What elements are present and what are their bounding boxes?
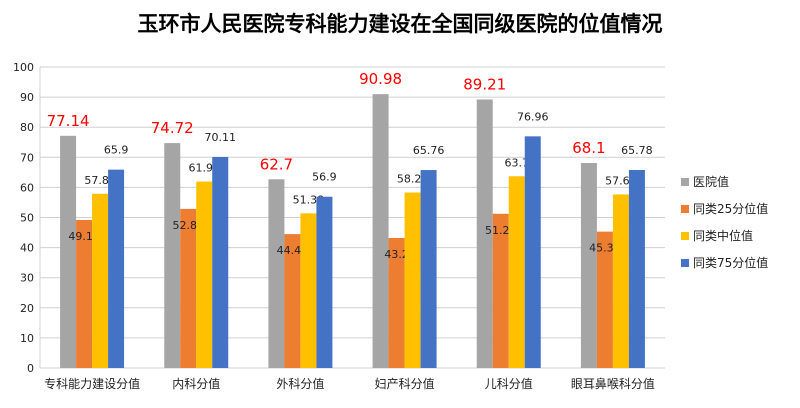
y-tick-label: 20 <box>20 302 34 315</box>
data-label: 76.96 <box>517 110 549 123</box>
bar-3 <box>92 193 109 368</box>
bar-4 <box>524 136 541 368</box>
bar-1 <box>60 135 77 368</box>
bar-3 <box>196 181 213 368</box>
bar-1 <box>476 99 493 368</box>
data-label: 52.86 <box>173 219 205 232</box>
y-tick-label: 10 <box>20 332 34 345</box>
data-label-hospital: 62.7 <box>260 155 293 173</box>
data-label: 56.9 <box>312 171 337 184</box>
y-tick-label: 60 <box>20 181 34 194</box>
bar-4 <box>316 196 333 368</box>
data-label: 57.88 <box>84 174 116 187</box>
bar-3 <box>508 176 525 368</box>
y-tick-label: 30 <box>20 272 34 285</box>
legend-swatch <box>681 232 689 240</box>
data-label: 65.78 <box>621 144 653 157</box>
data-label: 43.2 <box>384 248 409 261</box>
data-label: 45.31 <box>589 242 621 255</box>
bar-2 <box>388 237 405 368</box>
legend-label: 同类中位值 <box>693 228 753 243</box>
data-label: 65.76 <box>413 144 445 157</box>
bar-2 <box>596 231 613 368</box>
bar-2 <box>76 220 93 368</box>
bar-4 <box>212 156 229 368</box>
bar-1 <box>580 163 597 368</box>
legend-swatch <box>681 259 689 267</box>
bar-3 <box>404 192 421 368</box>
legend-label: 同类25分位值 <box>693 201 768 216</box>
data-label: 61.93 <box>189 162 221 175</box>
legend-swatch <box>681 205 689 213</box>
x-tick-label: 眼耳鼻喉科分值 <box>571 376 655 391</box>
bar-4 <box>108 169 125 368</box>
data-label: 57.66 <box>605 174 637 187</box>
y-tick-label: 90 <box>20 91 34 104</box>
data-label-hospital: 74.72 <box>151 119 194 137</box>
x-tick-label: 儿科分值 <box>485 376 533 391</box>
bar-1 <box>268 179 285 368</box>
chart-title: 玉环市人民医院专科能力建设在全国同级医院的位值情况 <box>137 11 663 36</box>
x-tick-label: 妇产科分值 <box>375 376 435 391</box>
data-label-hospital: 89.21 <box>463 75 506 93</box>
y-tick-label: 50 <box>20 212 34 225</box>
legend-label: 医院值 <box>693 174 729 189</box>
data-label: 51.38 <box>293 193 325 206</box>
bar-2 <box>492 213 509 368</box>
bar-3 <box>300 213 317 368</box>
legend-label: 同类75分位值 <box>693 255 768 270</box>
y-tick-label: 0 <box>27 362 34 375</box>
data-label: 63.7 <box>505 156 530 169</box>
data-label: 44.48 <box>277 244 309 257</box>
data-label-hospital: 77.14 <box>47 112 90 130</box>
data-label-hospital: 68.1 <box>572 139 605 157</box>
data-label: 49.16 <box>68 230 100 243</box>
bar-3 <box>612 194 629 368</box>
y-tick-label: 80 <box>20 121 34 134</box>
bar-2 <box>284 234 301 368</box>
data-label: 51.24 <box>485 224 517 237</box>
bar-1 <box>164 143 181 368</box>
y-tick-label: 70 <box>20 151 34 164</box>
bar-1 <box>372 94 389 368</box>
legend-swatch <box>681 178 689 186</box>
x-tick-label: 外科分值 <box>276 376 324 391</box>
y-tick-label: 40 <box>20 242 34 255</box>
data-label: 65.9 <box>104 144 129 157</box>
data-label: 70.11 <box>205 131 237 144</box>
x-tick-label: 专科能力建设分值 <box>44 376 140 391</box>
data-label-hospital: 90.98 <box>359 70 402 88</box>
data-label: 58.29 <box>397 173 429 186</box>
x-tick-label: 内科分值 <box>172 376 220 391</box>
y-tick-label: 100 <box>13 61 34 74</box>
bar-4 <box>420 170 437 368</box>
bar-2 <box>180 208 197 368</box>
bar-4 <box>628 170 645 368</box>
